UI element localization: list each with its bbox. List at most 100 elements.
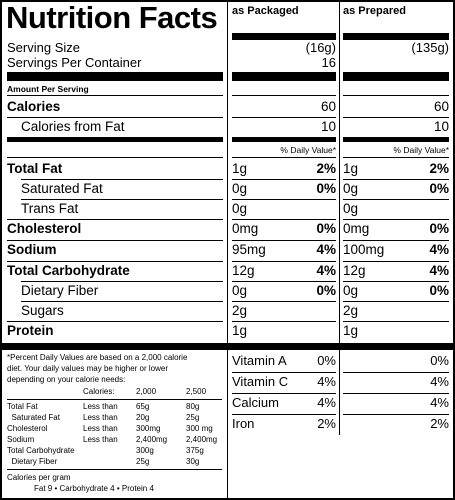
nutrient-label: Saturated Fat — [21, 181, 103, 196]
serving-size-packaged: (16g) — [305, 40, 336, 55]
row-divider — [232, 261, 336, 262]
servings-per-container-value: 16 — [321, 55, 336, 70]
vitamin-prepared: 0% — [430, 353, 449, 368]
vitamin-prepared: 4% — [430, 395, 449, 410]
dv-header-prepared: % Daily Value* — [393, 145, 449, 155]
nutrient-amount-packaged: 0g — [232, 181, 248, 196]
nutrient-label: Cholesterol — [7, 221, 82, 236]
footnote-cal-2000: 2,000 — [136, 387, 157, 396]
vitamin-prepared: 4% — [430, 374, 449, 389]
nutrient-label: Trans Fat — [21, 201, 79, 216]
nutrient-amount-prepared: 2g — [343, 303, 359, 318]
vitamin-divider — [343, 393, 449, 394]
nutrient-dv-prepared: 0% — [429, 283, 449, 298]
row-divider — [343, 261, 449, 262]
footnote-row-2000: 65g — [136, 402, 150, 411]
column-divider — [339, 0, 340, 343]
calories-per-gram-values: Fat 9 • Carbohydrate 4 • Protein 4 — [34, 484, 154, 493]
medium-bar-packaged — [232, 137, 336, 142]
vitamin-divider — [232, 372, 336, 373]
nutrient-amount-packaged: 12g — [232, 263, 255, 278]
vitamin-packaged: 4% — [317, 395, 336, 410]
footnote-cal-2500: 2,500 — [186, 387, 207, 396]
nutrient-amount-packaged: 0g — [232, 201, 248, 216]
vitamin-packaged: 4% — [317, 374, 336, 389]
nutrient-amount-prepared: 0mg — [343, 221, 370, 236]
dv-header-packaged: % Daily Value* — [280, 145, 336, 155]
nutrient-dv-packaged: 4% — [316, 263, 336, 278]
row-divider — [7, 240, 223, 241]
footnote-top-bar — [0, 343, 455, 350]
row-divider — [232, 240, 336, 241]
vitamin-divider — [343, 414, 449, 415]
nutrient-amount-packaged: 1g — [232, 161, 248, 176]
medium-bar-prepared — [343, 137, 449, 142]
nutrient-label: Sugars — [21, 303, 64, 318]
row-divider — [343, 219, 449, 220]
nutrient-amount-prepared: 0g — [343, 181, 359, 196]
footnote-row-2000: 25g — [136, 457, 150, 466]
row-divider — [232, 219, 336, 220]
nutrient-amount-prepared: 12g — [343, 263, 366, 278]
footnote-row-label: Sodium — [7, 435, 35, 444]
footnote-calories-label: Calories: — [83, 387, 115, 396]
footnote-row-label: Saturated Fat — [7, 413, 60, 422]
vitamin-packaged: 2% — [317, 416, 336, 431]
row-divider — [343, 179, 449, 180]
nutrient-amount-packaged: 95mg — [232, 242, 266, 257]
calories-prepared: 60 — [433, 99, 449, 114]
nutrient-dv-prepared: 0% — [429, 221, 449, 236]
prepared-top-bar — [343, 33, 449, 40]
serving-size-prepared: (135g) — [411, 40, 449, 55]
nutrient-dv-prepared: 4% — [429, 242, 449, 257]
footnote-row-comparator: Less than — [83, 435, 118, 444]
footnote-row-2000: 20g — [136, 413, 150, 422]
footnote-row-2500: 25g — [186, 413, 200, 422]
footnote-line-1: *Percent Daily Values are based on a 2,0… — [7, 353, 188, 362]
footnote-row-label: Cholesterol — [7, 424, 48, 433]
column-divider — [227, 0, 228, 343]
column-header-prepared: as Prepared — [343, 5, 406, 17]
row-divider — [7, 261, 223, 262]
serving-size-label: Serving Size — [7, 40, 80, 55]
footnote-row-2500: 80g — [186, 402, 200, 411]
footnote-row-label: Total Carbohydrate — [7, 446, 75, 455]
row-divider — [232, 301, 336, 302]
nutrient-label: Dietary Fiber — [21, 283, 99, 298]
vitamin-divider — [232, 414, 336, 415]
footnote-row-2500: 2,400mg — [186, 435, 218, 444]
nutrient-amount-prepared: 0g — [343, 201, 359, 216]
nutrient-dv-packaged: 0% — [316, 181, 336, 196]
footnote-line-3: depending on your calorie needs: — [7, 375, 126, 384]
vitamin-prepared: 2% — [430, 416, 449, 431]
amount-per-serving: Amount Per Serving — [7, 84, 89, 94]
row-divider — [21, 281, 223, 282]
row-divider — [232, 281, 336, 282]
vitamin-divider — [343, 372, 449, 373]
vitamin-column-divider — [339, 350, 340, 435]
packaged-top-bar — [232, 33, 336, 40]
calories-packaged: 60 — [320, 99, 336, 114]
calories-from-fat-packaged: 10 — [320, 119, 336, 134]
vitamin-divider — [232, 393, 336, 394]
footnote-row-label: Dietary Fiber — [7, 457, 58, 466]
calories-label: Calories — [7, 99, 61, 114]
nutrient-dv-packaged: 0% — [316, 221, 336, 236]
nutrient-amount-prepared: 1g — [343, 323, 359, 338]
nutrient-amount-packaged: 0g — [232, 283, 248, 298]
row-divider — [21, 199, 223, 200]
thick-bar-left — [7, 72, 223, 81]
nutrient-label: Sodium — [7, 242, 57, 257]
nutrient-amount-prepared: 0g — [343, 283, 359, 298]
nutrient-dv-packaged: 2% — [316, 161, 336, 176]
nutrient-dv-packaged: 0% — [316, 283, 336, 298]
nutrient-amount-prepared: 1g — [343, 161, 359, 176]
row-divider — [232, 179, 336, 180]
row-divider — [232, 199, 336, 200]
row-divider — [343, 321, 449, 322]
calories-from-fat-prepared: 10 — [433, 119, 449, 134]
nutrient-dv-prepared: 0% — [429, 181, 449, 196]
nutrient-dv-prepared: 2% — [429, 161, 449, 176]
vitamin-label: Vitamin A — [232, 353, 287, 368]
footnote-row-2000: 2,400mg — [136, 435, 168, 444]
